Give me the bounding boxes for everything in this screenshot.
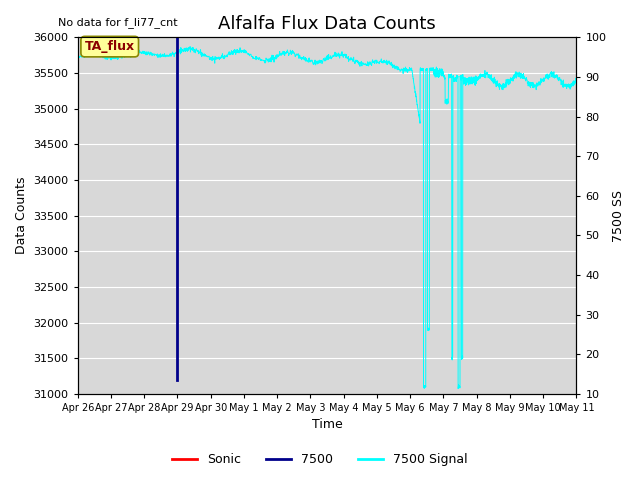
Text: TA_flux: TA_flux xyxy=(84,40,135,53)
Y-axis label: Data Counts: Data Counts xyxy=(15,177,28,254)
Text: No data for f_li77_cnt: No data for f_li77_cnt xyxy=(58,17,177,28)
X-axis label: Time: Time xyxy=(312,419,342,432)
Y-axis label: 7500 SS: 7500 SS xyxy=(612,190,625,241)
Title: Alfalfa Flux Data Counts: Alfalfa Flux Data Counts xyxy=(218,15,436,33)
Legend: Sonic, 7500, 7500 Signal: Sonic, 7500, 7500 Signal xyxy=(167,448,473,471)
